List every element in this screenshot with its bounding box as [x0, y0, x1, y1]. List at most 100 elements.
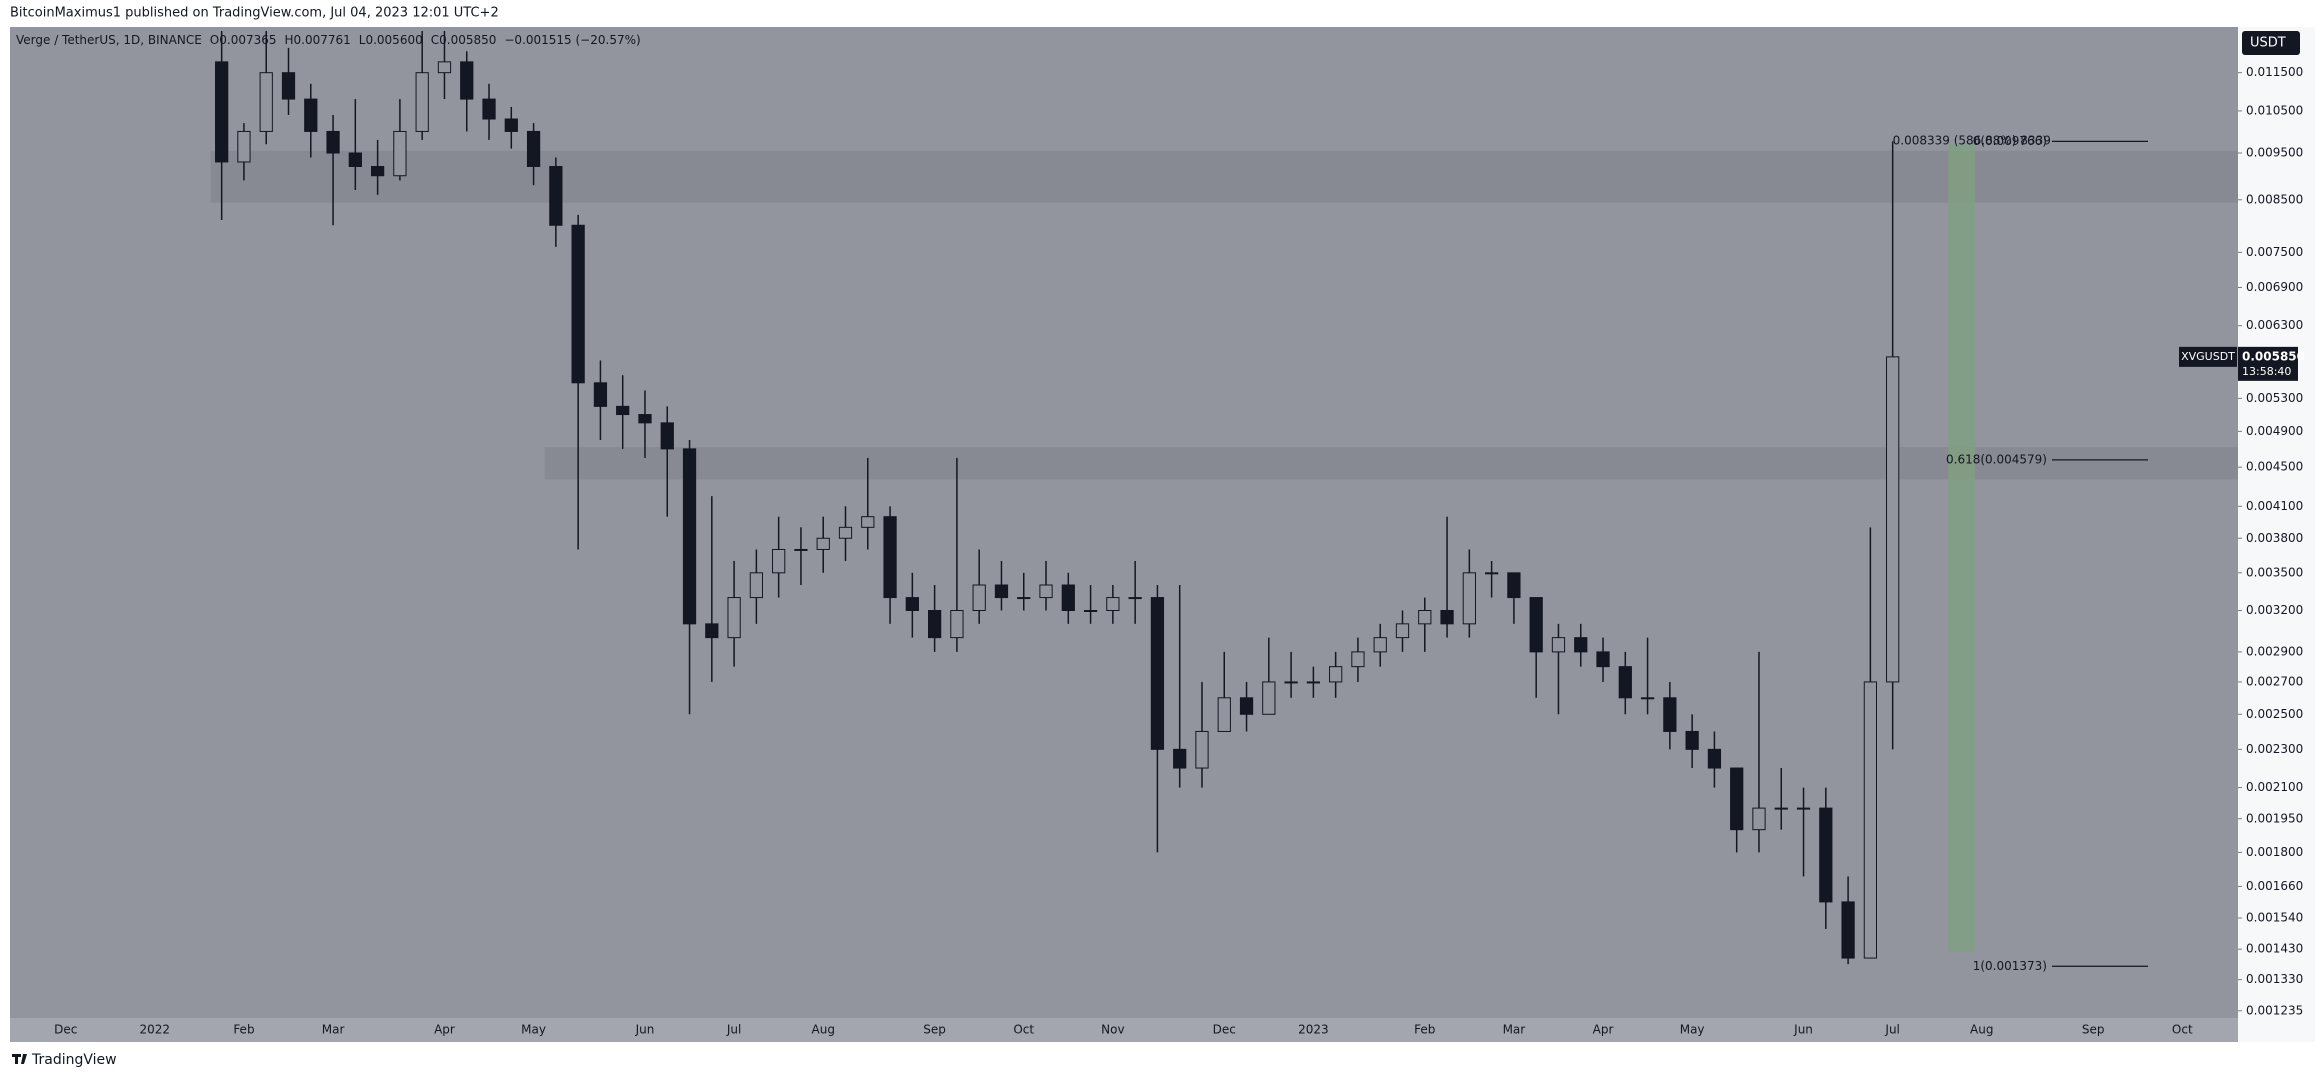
candle-body: [749, 572, 764, 599]
y-tick-label: 0.002100: [2246, 780, 2303, 794]
y-tick-label: 0.002500: [2246, 707, 2303, 721]
x-tick-label: May: [521, 1023, 546, 1037]
x-tick-label: Apr: [1593, 1023, 1614, 1037]
candle-body: [1462, 572, 1476, 625]
x-tick-label: Feb: [1414, 1023, 1435, 1037]
candle-body: [727, 597, 741, 639]
y-tick-label: 0.002700: [2246, 674, 2303, 688]
y-tick-label: 0.001235: [2246, 1003, 2303, 1017]
y-tick-label: 0.007500: [2246, 245, 2303, 259]
candle-body: [1596, 651, 1610, 668]
candle-body: [259, 72, 273, 132]
candle-body: [1863, 681, 1878, 959]
fib-label: 0(0.009766): [1973, 134, 2047, 148]
candle-body: [660, 422, 674, 450]
ohlc-open: O0.007365: [209, 33, 277, 47]
x-tick-label: Mar: [322, 1023, 345, 1037]
y-tick-label: 0.001950: [2246, 811, 2303, 825]
x-tick-label: Feb: [233, 1023, 254, 1037]
candle-body: [1484, 572, 1499, 575]
x-tick-label: Dec: [1213, 1023, 1236, 1037]
peak-annotation: 0.008339 (586.88%) 8339: [1893, 133, 2051, 147]
candle-body: [304, 98, 318, 132]
x-tick-label: Sep: [2082, 1023, 2105, 1037]
candle-body: [1017, 597, 1031, 600]
x-tick-label: Oct: [1013, 1023, 1034, 1037]
y-tick-label: 0.006300: [2246, 318, 2303, 332]
fib-label: 1(0.001373): [1973, 959, 2047, 973]
candle-body: [927, 610, 942, 639]
candle-body: [1083, 610, 1098, 613]
x-tick-label: Aug: [1970, 1023, 1993, 1037]
candle-body: [526, 130, 541, 168]
candle-body: [1507, 572, 1521, 599]
x-tick-label: Mar: [1503, 1023, 1526, 1037]
candle-body: [281, 72, 296, 100]
candle-body: [1418, 610, 1432, 625]
currency-button[interactable]: [2242, 31, 2300, 55]
x-tick-label: Dec: [54, 1023, 77, 1037]
x-tick-label: Jul: [1884, 1023, 1899, 1037]
x-tick-label: Jun: [1793, 1023, 1813, 1037]
y-tick-label: 0.003500: [2246, 565, 2303, 579]
candle-body: [326, 130, 340, 154]
x-tick-label: Nov: [1101, 1023, 1124, 1037]
candle-body: [682, 448, 697, 625]
currency[interactable]: USDT: [2250, 36, 2286, 51]
candle-body: [1128, 597, 1142, 600]
candle-body: [1306, 681, 1321, 684]
candle-body: [1150, 597, 1165, 750]
candle-body: [571, 224, 585, 384]
y-axis-area: [2238, 27, 2315, 1042]
y-tick-label: 0.001430: [2246, 942, 2303, 956]
candle-body: [616, 405, 630, 416]
y-tick-label: 0.001660: [2246, 879, 2303, 893]
y-tick-label: 0.001800: [2246, 845, 2303, 859]
candle-body: [1395, 623, 1410, 639]
candle-body: [237, 130, 251, 163]
x-tick-label: Jun: [635, 1023, 655, 1037]
candle-body: [1195, 730, 1209, 769]
candle-body: [1239, 697, 1254, 715]
x-tick-label: Aug: [812, 1023, 835, 1037]
candle-body: [705, 623, 719, 639]
legend: Verge / TetherUS, 1D, BINANCE O0.007365 …: [16, 33, 641, 47]
ohlc-low: L0.005600: [358, 33, 423, 47]
candle-body: [1329, 666, 1343, 683]
candle-body: [816, 537, 830, 550]
y-tick-label: 0.006900: [2246, 280, 2303, 294]
candle-body: [1685, 730, 1699, 750]
y-tick-label: 0.004900: [2246, 424, 2303, 438]
candle-body: [1106, 597, 1120, 612]
candle-body: [1529, 597, 1543, 653]
candle-body: [1752, 807, 1766, 831]
candle-body: [370, 166, 385, 177]
candle-body: [838, 526, 853, 539]
candle-body: [348, 152, 362, 168]
y-tick-label: 0.004100: [2246, 499, 2303, 513]
x-tick-label: May: [1680, 1023, 1705, 1037]
price-tag-label: 0.005850: [2242, 349, 2305, 363]
candle-body: [460, 61, 474, 100]
candle-body: [1351, 651, 1365, 668]
x-tick-label: Jul: [726, 1023, 741, 1037]
x-axis-area: [10, 1018, 2238, 1042]
candle-body: [415, 72, 429, 132]
candle-body: [1551, 637, 1566, 653]
x-tick-label: 2022: [140, 1023, 171, 1037]
symbol-title: Verge / TetherUS, 1D, BINANCE: [16, 33, 202, 47]
candle-body: [1819, 807, 1833, 903]
y-tick-label: 0.003800: [2246, 531, 2303, 545]
y-tick-label: 0.002300: [2246, 742, 2303, 756]
candle-body: [638, 414, 652, 424]
candle-body: [1841, 901, 1855, 959]
candle-body: [1284, 681, 1298, 684]
candle-body: [905, 597, 919, 612]
candle-body: [1663, 697, 1677, 732]
resistance-zone: [210, 150, 2238, 203]
y-tick-label: 0.001540: [2246, 910, 2303, 924]
y-tick-label: 0.009500: [2246, 146, 2303, 160]
candle-body: [1574, 637, 1588, 653]
candle-body: [994, 584, 1009, 599]
